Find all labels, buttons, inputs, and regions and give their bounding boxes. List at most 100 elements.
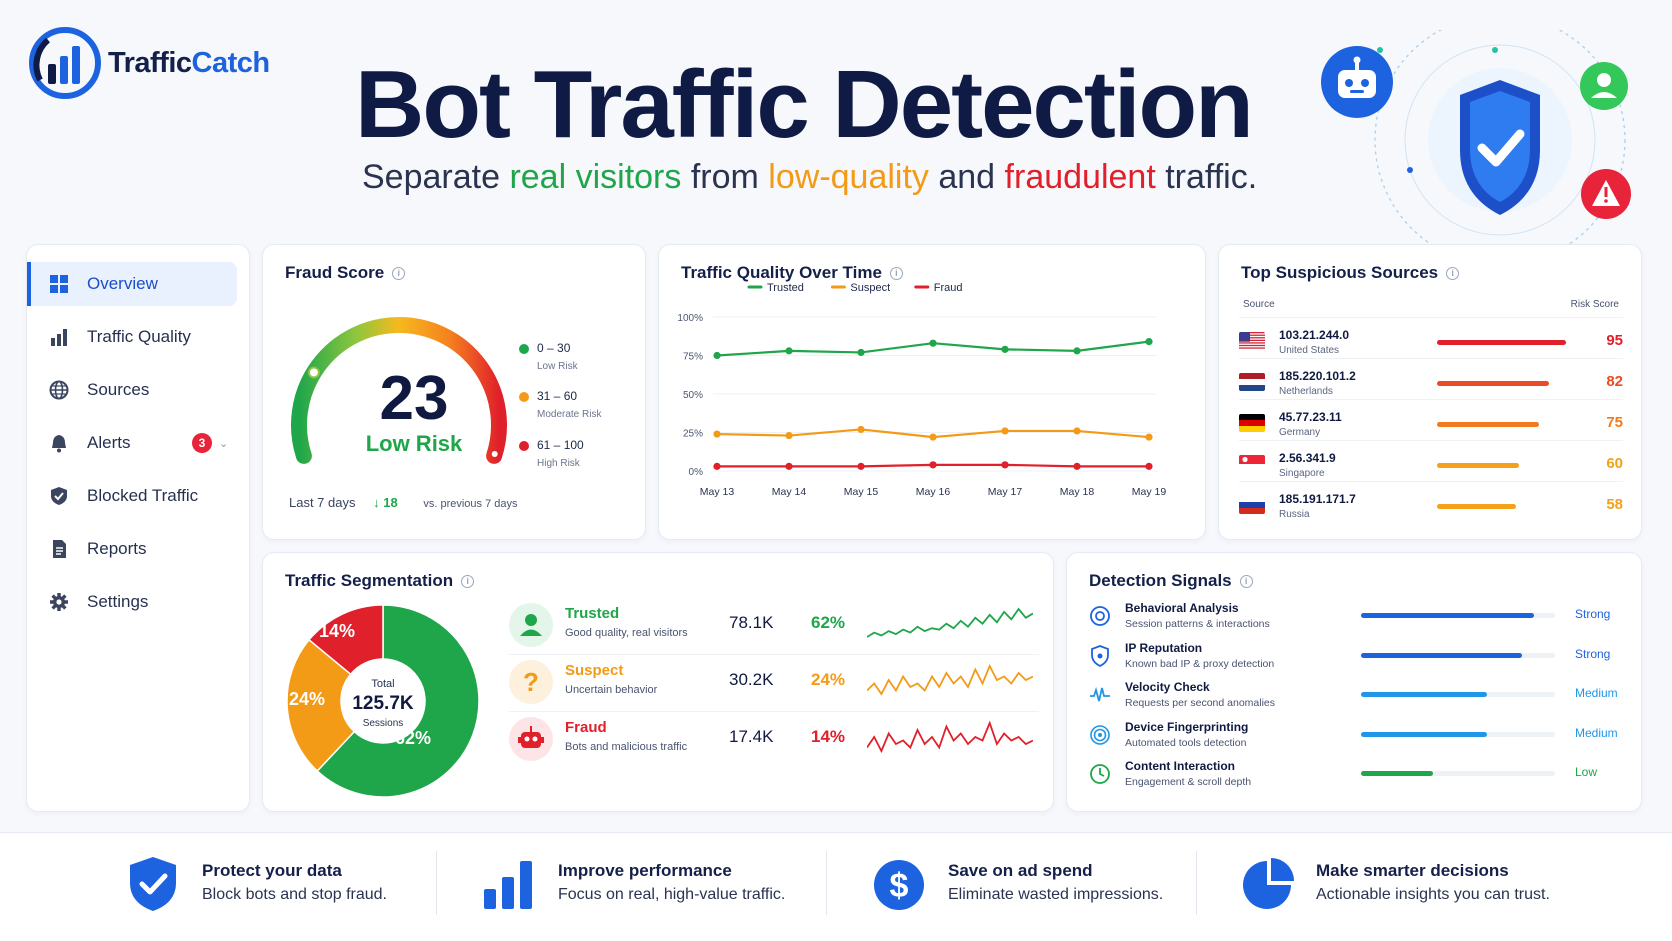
- source-country: Netherlands: [1279, 386, 1333, 397]
- data-point: [1001, 427, 1009, 435]
- sidebar-item-traffic-quality[interactable]: Traffic Quality: [27, 315, 237, 359]
- source-row[interactable]: 45.77.23.11 Germany 75: [1239, 399, 1623, 443]
- info-icon[interactable]: i: [392, 266, 406, 280]
- warning-icon: [1581, 169, 1631, 219]
- source-row[interactable]: 185.191.171.7 Russia 58: [1239, 481, 1623, 525]
- sidebar-item-sources[interactable]: Sources: [27, 368, 237, 412]
- signal-row[interactable]: Device Fingerprinting Automated tools det…: [1089, 718, 1623, 758]
- feature-desc: Eliminate wasted impressions.: [948, 886, 1164, 903]
- sidebar-item-alerts[interactable]: Alerts 3 ⌄: [27, 421, 237, 465]
- source-country: Singapore: [1279, 468, 1325, 479]
- flag-sg-icon: [1239, 455, 1265, 473]
- signal-level: Medium: [1575, 686, 1618, 700]
- signal-desc: Requests per second anomalies: [1125, 697, 1276, 709]
- signal-track: [1361, 771, 1555, 776]
- donut-label-suspect: 24%: [289, 689, 326, 709]
- delta-value: ↓ 18: [373, 495, 398, 510]
- gauge-marker: [307, 366, 320, 379]
- legend-label: Trusted: [767, 282, 804, 294]
- sidebar-item-blocked-traffic[interactable]: Blocked Traffic: [27, 474, 237, 518]
- signal-fill: [1361, 652, 1522, 658]
- detection-signals-card: Detection Signals i Behavioral Analysis Se…: [1066, 552, 1642, 812]
- data-point: [857, 348, 865, 357]
- question-icon: ?: [509, 660, 553, 704]
- risk-bar: [1437, 381, 1549, 386]
- svg-text:$: $: [890, 867, 909, 905]
- gauge-arc: [291, 317, 507, 464]
- signal-fill: [1361, 613, 1534, 618]
- signal-name: Velocity Check: [1125, 680, 1210, 694]
- signal-row[interactable]: IP Reputation Known bad IP & proxy detect…: [1089, 639, 1623, 679]
- segment-count: 78.1K: [729, 613, 774, 632]
- donut-slice-fraud: [307, 604, 384, 676]
- segment-count: 30.2K: [729, 670, 774, 689]
- bar-chart-icon: [51, 329, 67, 346]
- info-icon[interactable]: i: [1446, 266, 1460, 280]
- signal-track: [1361, 692, 1555, 697]
- sidebar-item-settings[interactable]: Settings: [27, 580, 237, 624]
- segmentation-donut: [286, 604, 480, 798]
- data-point: [785, 462, 793, 470]
- segment-row-fraud[interactable]: Fraud Bots and malicious traffic 17.4K 14%: [509, 709, 1039, 769]
- chevron-down-icon[interactable]: ⌄: [219, 437, 229, 450]
- sidebar-item-label: Traffic Quality: [87, 327, 191, 346]
- risk-bar: [1437, 422, 1539, 427]
- segment-row-suspect[interactable]: ? Suspect Uncertain behavior 30.2K 24%: [509, 652, 1039, 712]
- source-ip: 2.56.341.9: [1279, 451, 1336, 465]
- shield-check-icon: [1460, 80, 1540, 215]
- card-title: Fraud Score i: [285, 263, 406, 283]
- legend-low-risk: 0 – 30 Low Risk: [519, 341, 578, 372]
- signal-desc: Automated tools detection: [1125, 736, 1247, 749]
- document-icon: [53, 540, 66, 558]
- sidebar-nav: Overview Traffic Quality Sources Alerts …: [26, 244, 250, 812]
- data-point: [1001, 345, 1009, 353]
- flag-nl-icon: [1239, 373, 1265, 391]
- fraud-score-footer: Last 7 days ↓ 18 vs. previous 7 days: [289, 495, 518, 510]
- x-tick-label: May 19: [1132, 486, 1167, 498]
- data-point: [785, 347, 793, 355]
- source-row[interactable]: 2.56.341.9 Singapore 60: [1239, 440, 1623, 484]
- x-tick-label: May 16: [916, 486, 951, 498]
- signal-fill: [1361, 692, 1487, 697]
- data-point: [713, 462, 721, 470]
- feature-desc: Block bots and stop fraud.: [202, 886, 387, 903]
- signal-track: [1361, 613, 1555, 618]
- source-ip: 103.21.244.0: [1279, 328, 1350, 342]
- risk-score: 75: [1606, 414, 1623, 431]
- info-icon[interactable]: i: [461, 574, 475, 588]
- signal-fill: [1361, 771, 1433, 776]
- feature-title: Save on ad spend: [948, 861, 1093, 880]
- source-row[interactable]: 103.21.244.0 United States 95: [1239, 317, 1623, 361]
- segment-desc: Good quality, real visitors: [565, 627, 688, 639]
- segment-row-trusted[interactable]: Trusted Good quality, real visitors 78.1K 6…: [509, 595, 1039, 655]
- risk-bar: [1437, 463, 1519, 468]
- brand-logo[interactable]: TrafficCatch: [28, 26, 270, 100]
- data-point: [1073, 347, 1081, 355]
- feature-title: Protect your data: [202, 861, 342, 880]
- y-tick-label: 0%: [689, 467, 704, 478]
- segment-percent: 24%: [811, 670, 846, 689]
- sparkline: [867, 720, 1033, 754]
- signal-desc: Known bad IP & proxy detection: [1125, 657, 1275, 670]
- source-row[interactable]: 185.220.101.2 Netherlands 82: [1239, 358, 1623, 402]
- segment-desc: Bots and malicious traffic: [565, 741, 688, 753]
- y-tick-label: 100%: [677, 313, 703, 324]
- info-icon[interactable]: i: [889, 266, 903, 280]
- sidebar-item-overview[interactable]: Overview: [27, 262, 237, 306]
- card-title: Traffic Segmentation i: [285, 571, 475, 591]
- signal-track: [1361, 652, 1555, 658]
- signal-row[interactable]: Velocity Check Requests per second anomal…: [1089, 678, 1623, 718]
- user-icon: [1580, 62, 1628, 110]
- sidebar-item-reports[interactable]: Reports: [27, 527, 237, 571]
- signal-level: Low: [1575, 765, 1598, 779]
- signal-row[interactable]: Behavioral Analysis Session patterns & in…: [1089, 599, 1623, 639]
- divider: [1196, 851, 1197, 915]
- fraud-score-value: 23: [379, 364, 449, 433]
- signal-row[interactable]: Content Interaction Engagement & scroll d…: [1089, 757, 1623, 797]
- info-icon[interactable]: i: [1239, 574, 1253, 588]
- fraud-score-label: Low Risk: [365, 431, 463, 456]
- data-point: [1145, 338, 1153, 346]
- signal-level: Medium: [1575, 725, 1618, 740]
- donut-hole: [341, 659, 425, 743]
- legend-label: Suspect: [850, 282, 890, 294]
